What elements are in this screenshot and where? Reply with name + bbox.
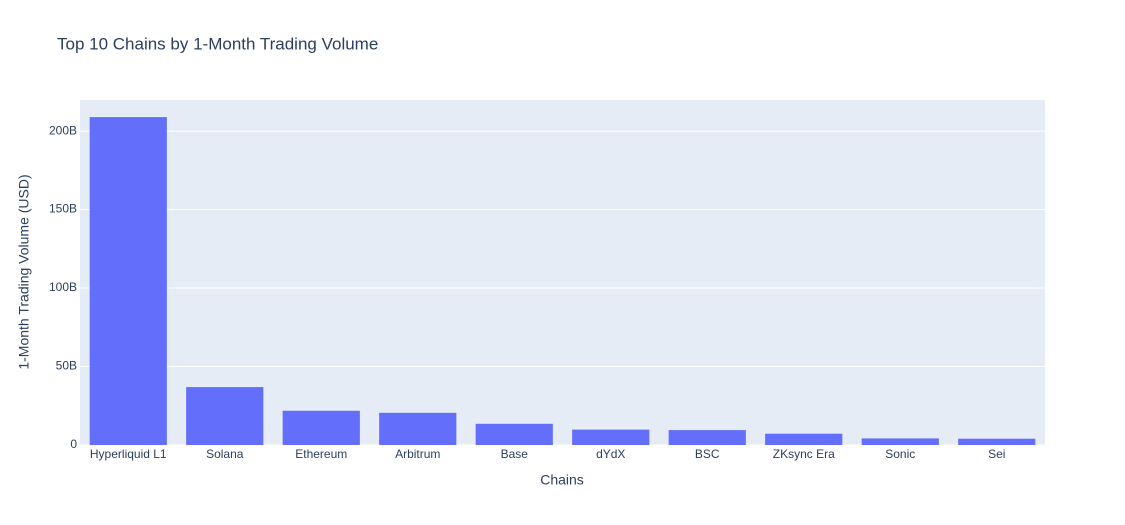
x-tick-label: Hyperliquid L1 xyxy=(90,447,167,461)
y-tick-label: 0 xyxy=(70,437,77,451)
bar xyxy=(379,412,457,445)
y-tick-label: 200B xyxy=(49,123,77,137)
x-tick-label: Base xyxy=(501,447,529,461)
bar xyxy=(861,438,939,445)
x-axis-title: Chains xyxy=(540,472,584,488)
bar xyxy=(186,387,264,445)
y-tick-label: 100B xyxy=(49,280,77,294)
bar xyxy=(668,430,746,445)
chart-title: Top 10 Chains by 1-Month Trading Volume xyxy=(57,34,378,53)
x-tick-label: BSC xyxy=(695,447,720,461)
x-tick-label: dYdX xyxy=(596,447,625,461)
bar xyxy=(282,410,360,445)
bar xyxy=(765,433,843,445)
x-tick-label: Sei xyxy=(988,447,1005,461)
x-tick-label: Solana xyxy=(206,447,244,461)
y-axis-title: 1-Month Trading Volume (USD) xyxy=(16,174,32,369)
x-tick-label: Arbitrum xyxy=(395,447,440,461)
bar xyxy=(475,423,553,445)
bar xyxy=(89,117,167,445)
bar xyxy=(958,438,1036,445)
x-tick-label: Sonic xyxy=(885,447,915,461)
y-tick-label: 50B xyxy=(56,359,77,373)
y-tick-label: 150B xyxy=(49,202,77,216)
bar xyxy=(572,429,650,445)
x-tick-label: ZKsync Era xyxy=(773,447,835,461)
x-tick-label: Ethereum xyxy=(295,447,347,461)
